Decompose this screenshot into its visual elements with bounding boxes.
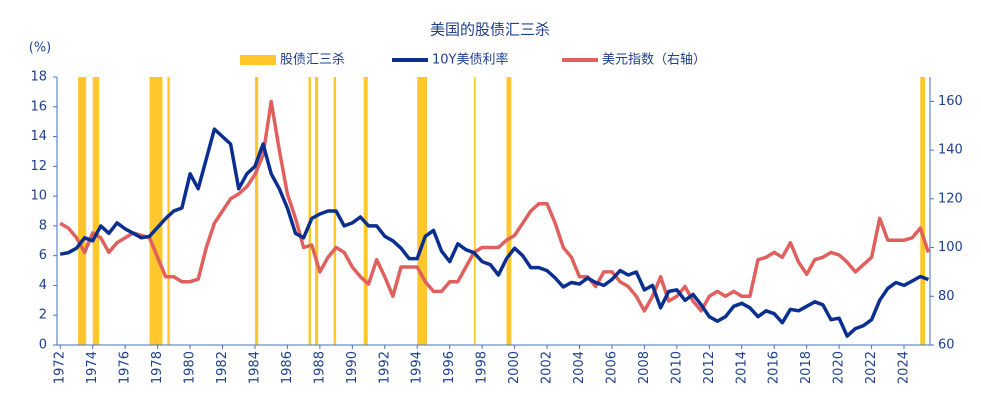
y-tick-label: 6 [39, 248, 47, 263]
y-tick-label: 12 [30, 159, 47, 174]
shaded-period [78, 77, 87, 345]
x-tick-label: 1992 [377, 351, 392, 384]
y-tick-label: 2 [39, 308, 47, 323]
legend-label: 股债汇三杀 [280, 53, 345, 68]
y2-tick-label: 140 [938, 143, 963, 158]
x-tick-label: 1988 [312, 351, 327, 384]
x-tick-label: 1978 [150, 351, 165, 384]
shaded-period [92, 77, 100, 345]
x-tick-label: 1994 [410, 351, 425, 384]
y-axis-label: (%) [29, 41, 52, 56]
shaded-period [363, 77, 368, 345]
shaded-period [315, 77, 319, 345]
y-tick-label: 14 [30, 129, 47, 144]
x-tick-label: 2016 [767, 351, 782, 384]
shaded-period [254, 77, 259, 345]
x-tick-label: 2020 [832, 351, 847, 384]
x-tick-label: 1982 [215, 351, 230, 384]
x-tick-label: 2002 [540, 351, 555, 384]
x-tick-label: 1976 [118, 351, 133, 384]
y2-tick-label: 160 [938, 94, 963, 109]
x-tick-label: 2022 [864, 351, 879, 384]
y-tick-label: 8 [39, 218, 47, 233]
y2-tick-label: 60 [938, 338, 955, 353]
x-tick-label: 1984 [247, 351, 262, 384]
x-tick-label: 2010 [669, 351, 684, 384]
x-tick-label: 2012 [702, 351, 717, 384]
y-tick-label: 10 [30, 189, 47, 204]
shaded-period [167, 77, 170, 345]
x-tick-label: 2000 [507, 351, 522, 384]
legend-label: 美元指数（右轴） [602, 53, 706, 68]
shaded-period [417, 77, 427, 345]
x-tick-label: 1990 [345, 351, 360, 384]
data-line [59, 127, 930, 338]
y2-tick-label: 120 [938, 191, 963, 206]
chart-title: 美国的股债汇三杀 [430, 21, 550, 39]
shaded-period [506, 77, 512, 345]
y-tick-label: 18 [30, 70, 47, 85]
y-tick-label: 16 [30, 99, 47, 114]
x-tick-label: 2018 [799, 351, 814, 384]
shaded-period [149, 77, 163, 345]
x-tick-label: 1980 [183, 351, 198, 384]
legend-swatch [240, 55, 276, 65]
y2-tick-label: 80 [938, 289, 955, 304]
x-tick-label: 2024 [897, 351, 912, 384]
shaded-period [474, 77, 476, 345]
x-tick-label: 1998 [475, 351, 490, 384]
x-tick-label: 1996 [442, 351, 457, 384]
x-tick-label: 2008 [637, 351, 652, 384]
y2-tick-label: 100 [938, 240, 963, 255]
legend: 股债汇三杀 10Y美债利率 美元指数（右轴） [240, 52, 706, 68]
x-tick-label: 2006 [604, 351, 619, 384]
data-line [59, 99, 931, 313]
y-tick-label: 4 [39, 278, 47, 293]
x-tick-label: 1986 [280, 351, 295, 384]
x-tick-label: 1974 [85, 351, 100, 384]
legend-label: 10Y美债利率 [432, 52, 508, 68]
x-tick-label: 2014 [734, 351, 749, 384]
y-tick-label: 0 [39, 338, 47, 353]
x-tick-label: 2004 [572, 351, 587, 384]
shaded-period [308, 77, 311, 345]
x-tick-label: 1972 [53, 351, 68, 384]
shaded-period [920, 77, 926, 345]
